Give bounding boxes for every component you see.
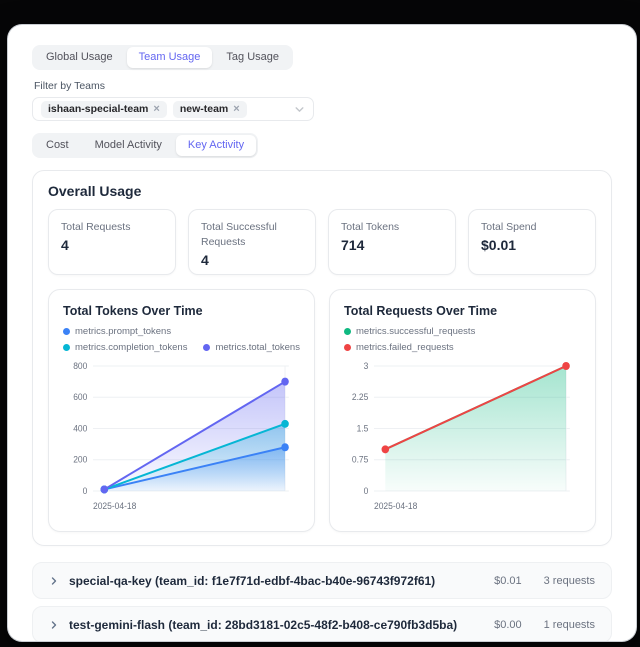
svg-text:2025-04-18: 2025-04-18 [374,501,417,511]
legend-label: metrics.failed_requests [356,342,454,354]
tokens-over-time-chart: 0 200 400 600 800 2025-04-18 [73,361,289,511]
metric-card-total-requests: Total Requests 4 [48,209,176,276]
svg-text:0: 0 [364,486,369,496]
charts-row: Total Tokens Over Time metrics.prompt_to… [48,289,596,533]
legend-dot-icon [63,344,70,352]
legend-dot-icon [344,344,351,352]
legend-dot-icon [63,328,70,336]
team-filter-select[interactable]: ishaan-special-team × new-team × [32,97,314,122]
team-chip-label: new-team [179,103,229,116]
activity-tabbar: Cost Model Activity Key Activity [32,133,259,159]
metric-value: 4 [201,251,209,268]
tab-key-activity[interactable]: Key Activity [175,135,257,157]
key-row-requests: 3 requests [543,574,595,587]
metric-card-total-spend: Total Spend $0.01 [468,209,596,276]
tab-model-activity[interactable]: Model Activity [83,135,174,156]
metric-label: Total Requests [61,221,131,234]
legend-item: metrics.failed_requests [344,342,475,353]
legend-label: metrics.completion_tokens [75,342,188,354]
key-row-spend: $0.01 [494,574,522,587]
filter-by-teams-label: Filter by Teams [34,80,105,93]
svg-text:800: 800 [73,361,87,371]
legend-label: metrics.successful_requests [356,326,476,338]
metric-value: $0.01 [481,237,517,254]
metric-label: Total Spend [481,221,537,234]
metric-label: Total Tokens [341,221,400,234]
svg-text:1.5: 1.5 [357,424,369,434]
chart-card-requests-over-time: Total Requests Over Time metrics.success… [329,289,596,533]
legend-item: metrics.total_tokens [203,342,300,354]
tab-cost[interactable]: Cost [34,135,81,156]
metric-label: Total Successful Requests [201,221,277,249]
metric-value: 4 [61,237,69,254]
legend-item: metrics.completion_tokens [63,342,187,353]
svg-text:0.75: 0.75 [352,455,369,465]
legend-label: metrics.total_tokens [215,342,300,354]
key-row-label: test-gemini-flash (team_id: 28bd3181-02c… [69,617,458,632]
team-chip[interactable]: ishaan-special-team × [41,100,167,118]
overall-usage-panel: Overall Usage Total Requests 4 Total Suc… [32,170,612,547]
tab-tag-usage[interactable]: Tag Usage [214,47,291,68]
chip-close-icon[interactable]: × [153,102,160,115]
svg-text:3: 3 [364,361,369,371]
legend-dot-icon [344,328,351,336]
key-row-spend: $0.00 [494,618,522,631]
svg-text:600: 600 [73,392,87,402]
metric-card-total-tokens: Total Tokens 714 [328,209,456,276]
key-row-requests: 1 requests [543,618,595,631]
chevron-right-icon[interactable] [49,620,59,630]
chart-title: Total Requests Over Time [344,304,498,319]
svg-text:2025-04-18: 2025-04-18 [93,501,136,511]
chart-legend: metrics.successful_requests metrics.fail… [344,326,581,353]
legend-label: metrics.prompt_tokens [75,326,172,338]
team-chip[interactable]: new-team × [172,100,247,118]
svg-text:200: 200 [73,455,87,465]
svg-text:400: 400 [73,424,87,434]
legend-item: metrics.prompt_tokens [63,326,171,337]
key-list: special-qa-key (team_id: f1e7f71d-edbf-4… [32,562,612,641]
team-chip-label: ishaan-special-team [48,103,149,116]
panel-title: Overall Usage [48,183,142,200]
chip-close-icon[interactable]: × [233,102,240,115]
requests-over-time-chart: 0 0.75 1.5 2.25 3 2025-04-18 [352,361,570,511]
key-row-label: special-qa-key (team_id: f1e7f71d-edbf-4… [69,573,436,588]
legend-dot-icon [203,344,211,352]
chevron-down-icon[interactable] [294,104,305,115]
chart-title: Total Tokens Over Time [63,304,203,319]
tab-team-usage[interactable]: Team Usage [126,47,213,69]
legend-item: metrics.successful_requests [344,326,475,337]
metric-cards: Total Requests 4 Total Successful Reques… [48,209,596,276]
metric-value: 714 [341,237,365,254]
chevron-right-icon[interactable] [49,576,59,586]
metric-card-total-successful-requests: Total Successful Requests 4 [188,209,316,276]
chart-legend: metrics.prompt_tokens metrics.completion… [63,326,300,353]
app-window: Global Usage Team Usage Tag Usage Filter… [8,25,636,641]
svg-text:0: 0 [83,486,88,496]
chart-card-tokens-over-time: Total Tokens Over Time metrics.prompt_to… [48,289,315,533]
tab-global-usage[interactable]: Global Usage [34,47,125,68]
key-row-test-gemini-flash[interactable]: test-gemini-flash (team_id: 28bd3181-02c… [32,606,612,641]
svg-text:2.25: 2.25 [352,392,369,402]
key-row-special-qa-key[interactable]: special-qa-key (team_id: f1e7f71d-edbf-4… [32,562,612,600]
usage-scope-tabbar: Global Usage Team Usage Tag Usage [32,45,294,71]
